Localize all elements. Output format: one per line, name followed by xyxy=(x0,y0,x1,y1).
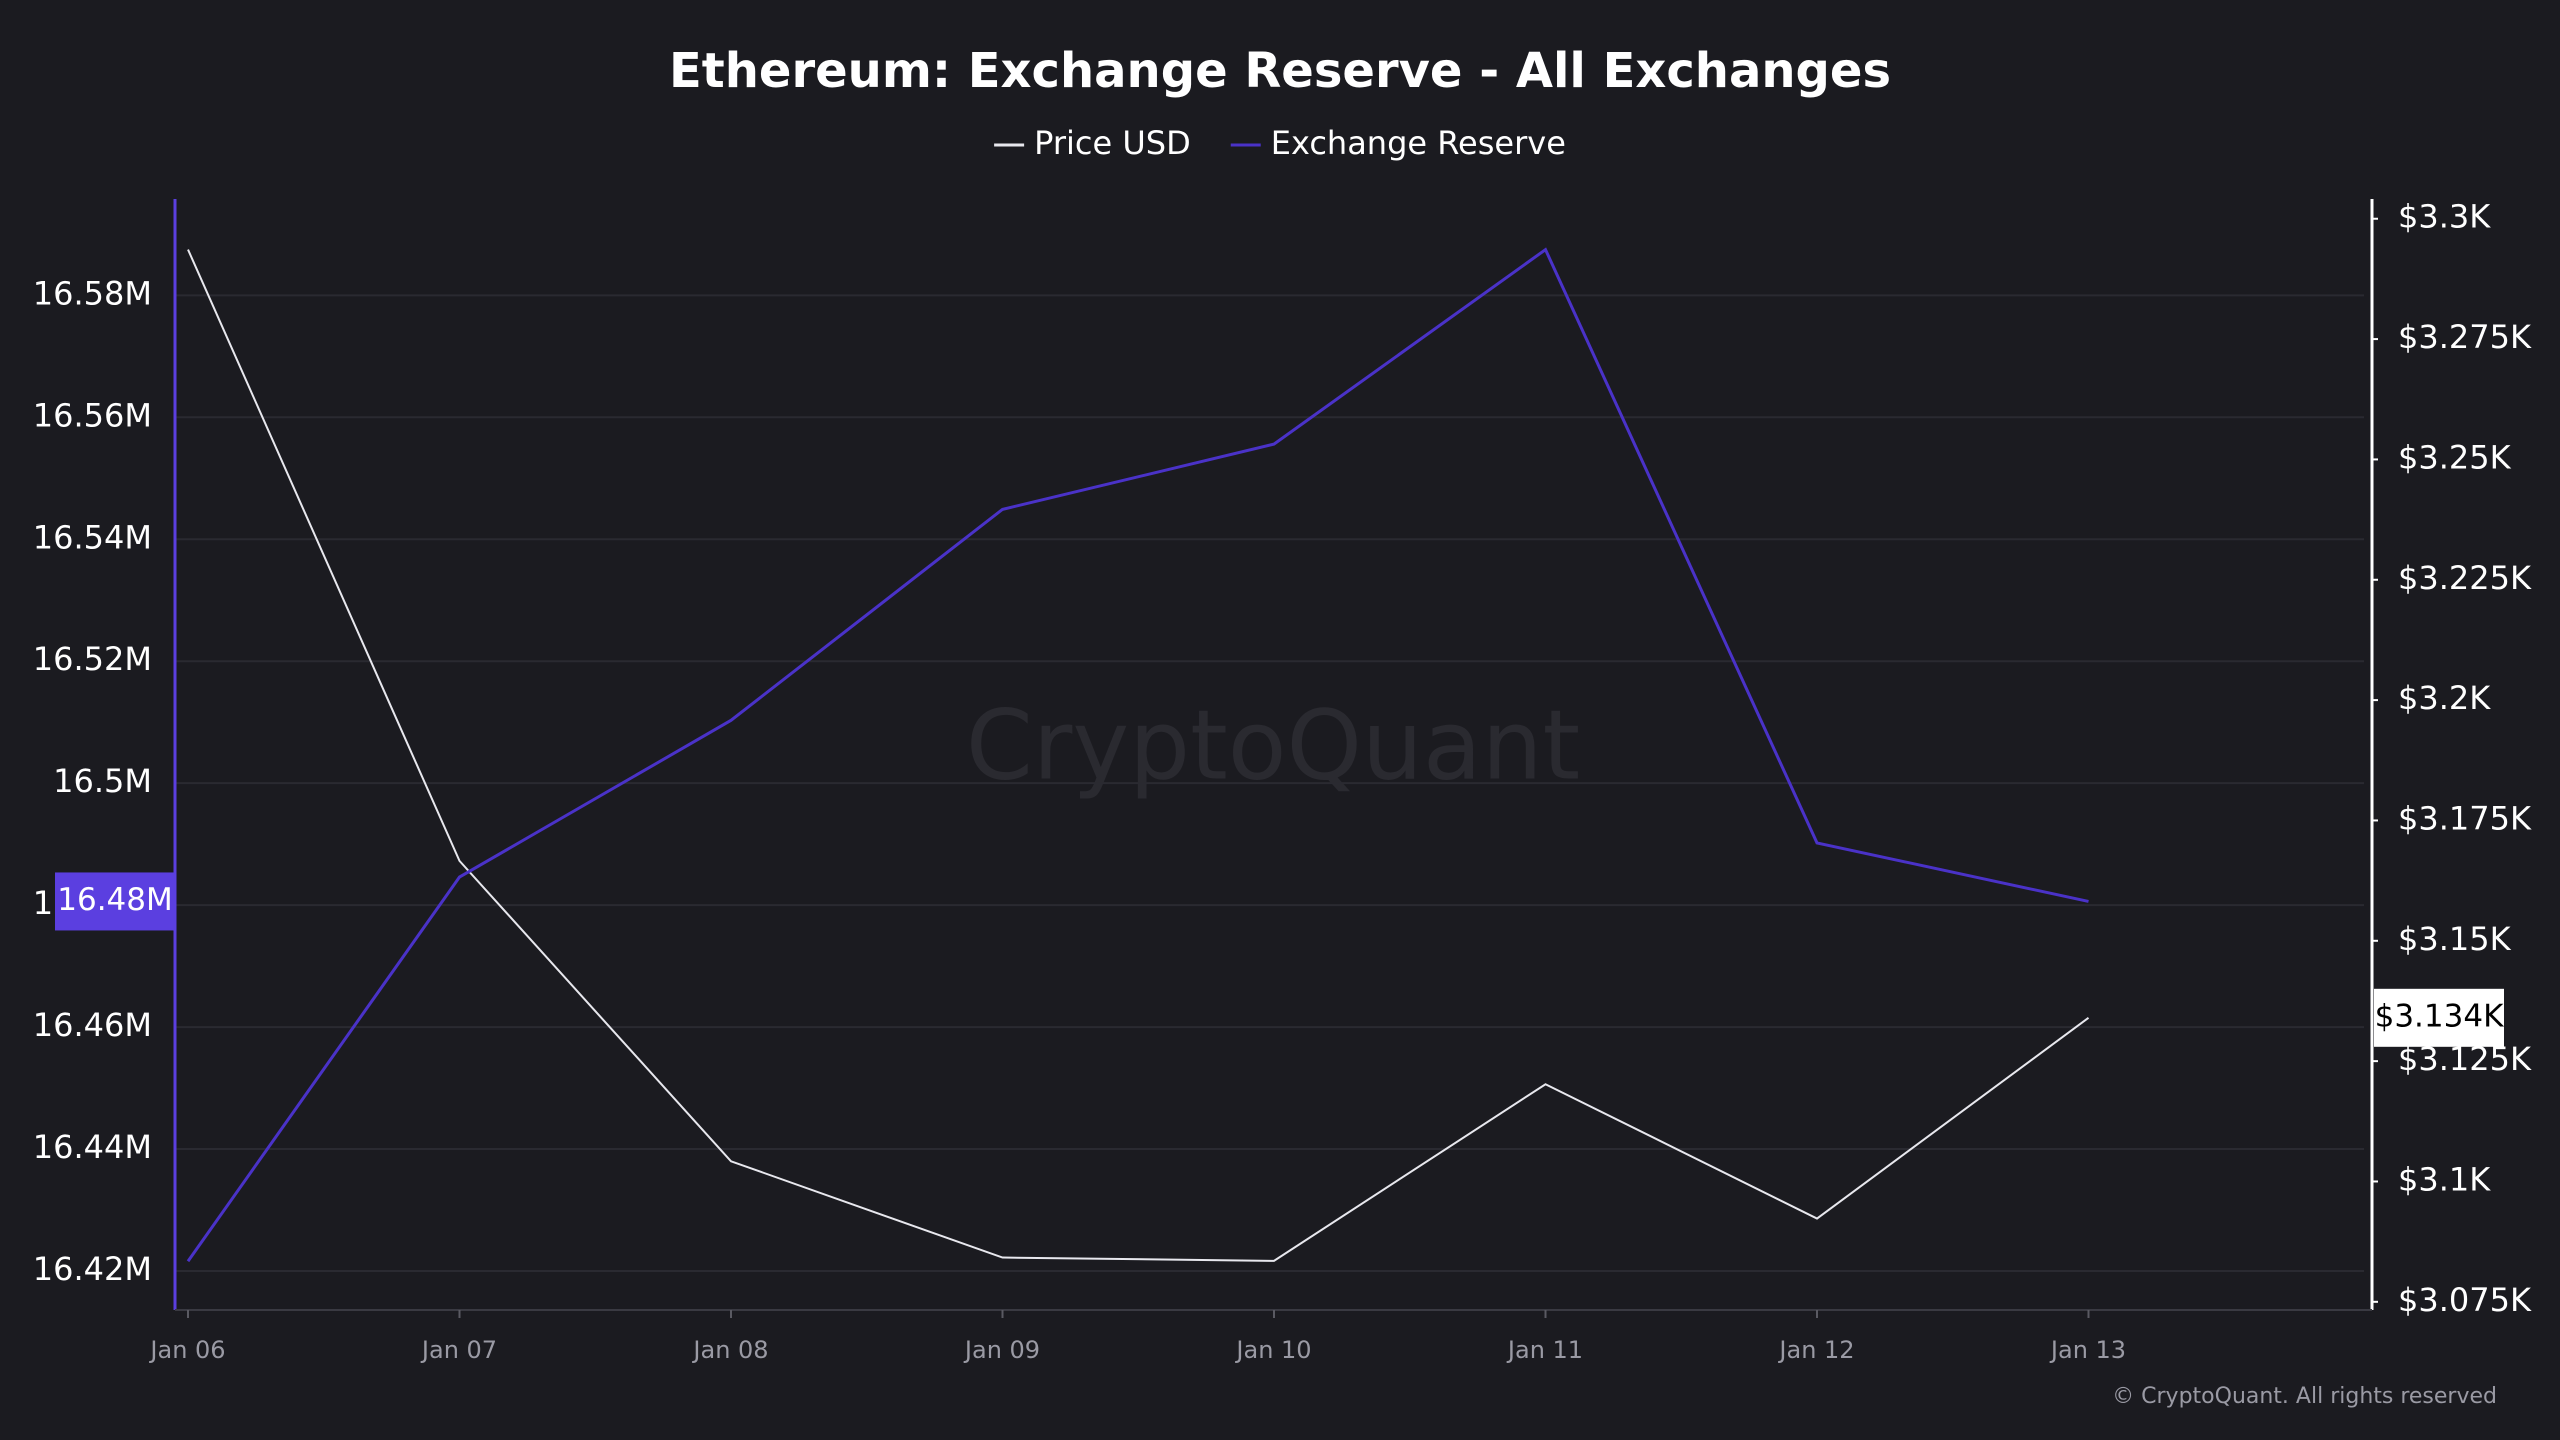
y-tick-label: 16.46M xyxy=(33,1006,152,1044)
value-label-text: $3.134K xyxy=(2375,998,2504,1034)
y2-tick-label: $3.2K xyxy=(2398,679,2491,717)
legend-label: Exchange Reserve xyxy=(1271,124,1566,162)
legend: Price USD Exchange Reserve xyxy=(994,124,1566,162)
series-line xyxy=(187,249,2090,1262)
x-tick-label: Jan 11 xyxy=(1506,1336,1583,1364)
y-tick-label: 16.5M xyxy=(53,762,152,800)
x-tick-label: Jan 09 xyxy=(963,1336,1040,1364)
y2-tick-label: $3.1K xyxy=(2398,1160,2491,1198)
y-tick-label: 16.44M xyxy=(33,1128,152,1166)
y2-tick-label: $3.275K xyxy=(2398,318,2532,356)
series-line xyxy=(186,247,2089,1263)
legend-label: Price USD xyxy=(1034,124,1191,162)
x-tick-label: Jan 13 xyxy=(2049,1336,2126,1364)
x-tick-label: Jan 10 xyxy=(1234,1336,1311,1364)
y2-tick-label: $3.25K xyxy=(2398,438,2512,476)
y2-tick-label: $3.175K xyxy=(2398,799,2532,837)
value-label-box xyxy=(2374,988,2504,1047)
y-tick-label: 16.56M xyxy=(33,396,152,434)
value-label: 16.48M xyxy=(55,872,175,931)
value-label: $3.134K xyxy=(2374,988,2504,1047)
watermark: CryptoQuant xyxy=(966,689,1580,801)
x-tick-label: Jan 06 xyxy=(148,1336,225,1364)
y2-tick-label: $3.075K xyxy=(2398,1281,2532,1319)
y2-tick-label: $3.3K xyxy=(2398,198,2491,236)
y-tick-label: 16.54M xyxy=(33,518,152,556)
x-tick-label: Jan 08 xyxy=(691,1336,768,1364)
y-tick-label: 16.52M xyxy=(33,640,152,678)
x-tick-label: Jan 07 xyxy=(420,1336,497,1364)
y-tick-label: 16.58M xyxy=(33,274,152,312)
value-label-box xyxy=(55,872,175,931)
chart-title: Ethereum: Exchange Reserve - All Exchang… xyxy=(669,43,1891,99)
y2-tick-label: $3.225K xyxy=(2398,559,2532,597)
value-label-text: 16.48M xyxy=(57,882,173,918)
y-tick-label: 16.42M xyxy=(33,1250,152,1288)
y2-tick-label: $3.15K xyxy=(2398,920,2512,958)
x-tick-label: Jan 12 xyxy=(1777,1336,1854,1364)
footer: © CryptoQuant. All rights reserved xyxy=(2112,1384,2497,1409)
